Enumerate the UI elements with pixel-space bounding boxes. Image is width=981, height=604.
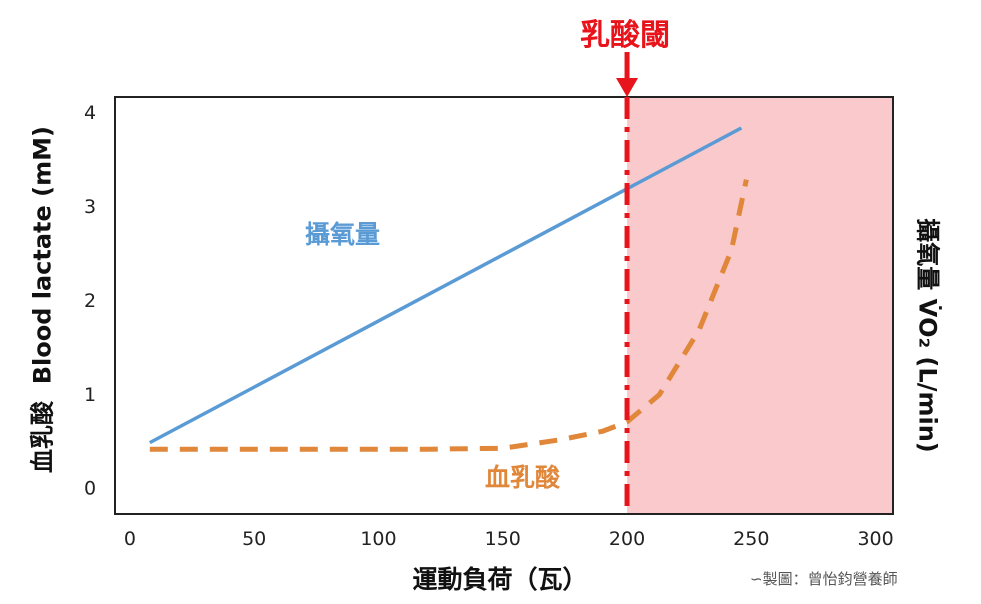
- x-axis-label: 運動負荷（瓦）: [412, 565, 588, 594]
- threshold-arrow-head: [616, 78, 639, 97]
- y-tick-label: 4: [84, 102, 96, 124]
- x-tick-label: 200: [609, 528, 645, 550]
- x-tick-label: 250: [733, 528, 769, 550]
- series-label-lactate: 血乳酸: [485, 463, 561, 492]
- y-tick-label: 3: [84, 196, 96, 218]
- x-tick-label: 0: [124, 528, 136, 550]
- y-tick-label: 0: [84, 478, 96, 500]
- credit: ∽製圖：曾怡鈞營養師: [750, 570, 898, 588]
- x-tick-label: 100: [360, 528, 396, 550]
- y-axis-label-left: 血乳酸 Blood lactate (mM): [28, 126, 57, 473]
- x-tick-label: 150: [485, 528, 521, 550]
- y-tick-label: 1: [84, 384, 96, 406]
- signature-icon: ∽: [750, 570, 763, 588]
- y-axis-label-right: 攝氧量 V̇O₂ (L/min): [913, 218, 942, 453]
- series-line-lactate: [149, 179, 749, 452]
- x-tick-label: 50: [242, 528, 266, 550]
- y-tick-label: 2: [84, 290, 96, 312]
- series-label-vo2: 攝氧量: [305, 220, 381, 249]
- series-line-vo2: [148, 126, 743, 445]
- chart-title: 乳酸閾: [580, 18, 670, 53]
- x-tick-label: 300: [857, 528, 893, 550]
- threshold-shaded-region: [627, 97, 893, 514]
- plot-frame: [114, 96, 894, 515]
